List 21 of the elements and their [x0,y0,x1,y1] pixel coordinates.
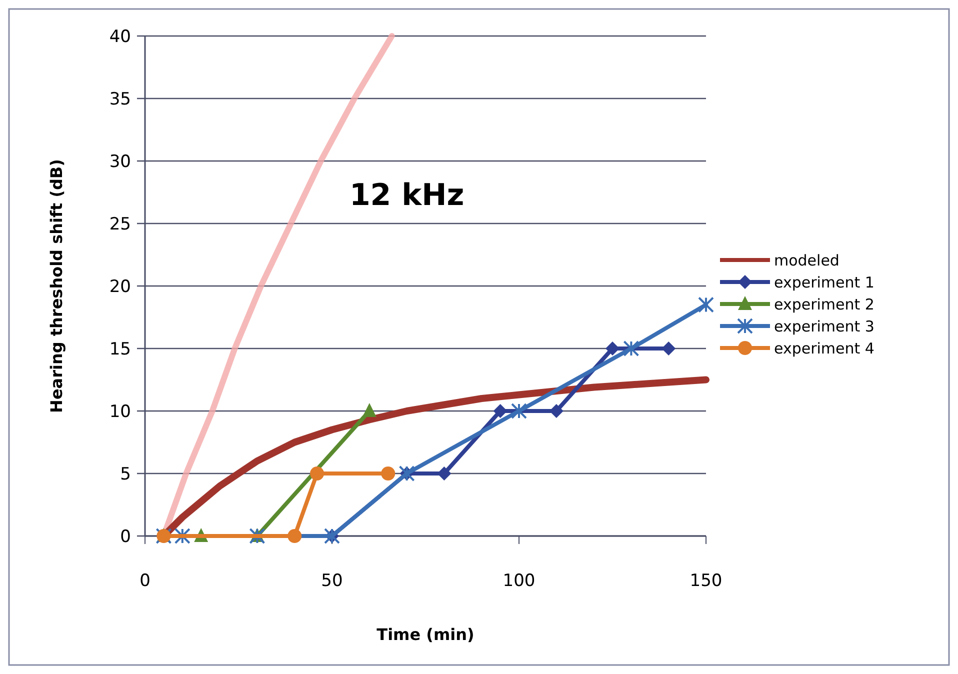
y-tick-label: 0 [120,526,131,547]
y-tick-label: 35 [109,89,131,110]
y-tick-label: 10 [109,402,131,422]
y-tick-label: 20 [109,276,131,297]
x-tick-label: 150 [690,571,722,591]
legend-label: experiment 4 [774,339,874,358]
legend-label: experiment 1 [774,273,874,292]
legend-label: modeled [774,251,840,270]
y-tick-label: 15 [109,339,131,360]
legend-label: experiment 2 [774,295,874,314]
y-tick-label: 25 [109,214,131,234]
x-tick-label: 50 [321,571,343,591]
x-tick-label: 100 [502,571,536,591]
legend-label: experiment 3 [774,317,874,336]
y-tick-label: 5 [120,464,131,484]
y-axis-title: Hearing threshold shift (dB) [47,159,66,413]
x-axis-title: Time (min) [376,625,474,644]
annotation: 12 kHz [349,178,464,213]
x-tick-label: 0 [140,571,150,591]
y-tick-label: 40 [109,26,131,47]
y-tick-label: 30 [109,152,131,172]
